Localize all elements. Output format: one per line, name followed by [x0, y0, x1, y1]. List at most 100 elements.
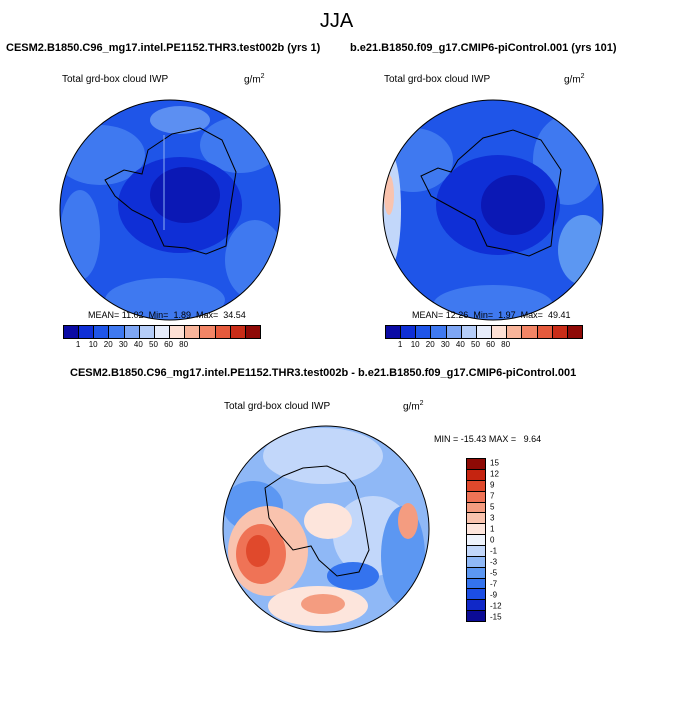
colorbar-tick-label: 40 [455, 340, 465, 349]
colorbar-tick-label: 3 [490, 513, 495, 523]
panel1-case-title: CESM2.B1850.C96_mg17.intel.PE1152.THR3.t… [6, 42, 321, 54]
colorbar-swatch [124, 326, 140, 338]
difference-field-patch [301, 594, 345, 614]
colorbar-tick-label: 5 [490, 502, 495, 512]
colorbar-swatch [467, 534, 485, 545]
colorbar-swatch [476, 326, 493, 338]
colorbar-tick-label: 60 [486, 340, 495, 349]
panel2-field-patch [433, 285, 553, 320]
colorbar-swatch [467, 490, 485, 502]
colorbar-swatch [467, 599, 485, 611]
colorbar-swatch [467, 588, 485, 600]
colorbar-tick-label: 80 [501, 340, 511, 349]
colorbar-swatch [467, 479, 485, 491]
panel2-field-core [481, 175, 545, 235]
colorbar-tick-label: 10 [410, 340, 420, 349]
colorbar-tick-label: 0 [490, 535, 495, 545]
panel2-units: g/m2 [564, 73, 585, 86]
panel2-antarctic-map [382, 99, 604, 321]
colorbar-tick-label: -3 [490, 557, 498, 567]
colorbar-tick-label: 1 [397, 340, 403, 349]
panel2-field-patch [558, 215, 603, 285]
difference-field-patch [327, 562, 379, 590]
difference-variable-label: Total grd-box cloud IWP [224, 401, 331, 412]
colorbar-tick-label: 40 [133, 340, 143, 349]
colorbar-swatch [522, 326, 538, 338]
colorbar-swatch [386, 326, 402, 338]
panel1-field-patch [150, 106, 210, 134]
colorbar-tick-label: 50 [471, 340, 480, 349]
colorbar-swatch [416, 326, 432, 338]
colorbar-swatch [467, 566, 485, 578]
colorbar-swatch [467, 555, 485, 567]
colorbar-swatch [185, 326, 201, 338]
panel2-colorbar [385, 325, 583, 339]
colorbar-swatch [154, 326, 171, 338]
colorbar-swatch [170, 326, 186, 338]
difference-units: g/m2 [403, 400, 424, 413]
colorbar-swatch [537, 326, 553, 338]
panel1-antarctica-coastline [104, 127, 237, 255]
panel1-map-border [59, 99, 281, 321]
difference-stats: MIN = -15.43 MAX = 9.64 [434, 434, 542, 444]
difference-field-patch [304, 503, 352, 539]
colorbar-swatch [200, 326, 216, 338]
colorbar-swatch [245, 326, 261, 338]
colorbar-tick-label: 20 [103, 340, 113, 349]
panel1-colorbar [63, 325, 261, 339]
colorbar-swatch [64, 326, 80, 338]
colorbar-swatch [401, 326, 417, 338]
panel2-stats: MEAN= 12.26 Min= 1.97 Max= 49.41 [412, 310, 571, 320]
panel1-stats: MEAN= 11.02 Min= 1.89 Max= 34.54 [88, 310, 246, 320]
colorbar-swatch [467, 544, 485, 556]
difference-antarctic-map [222, 425, 430, 633]
colorbar-swatch [467, 610, 485, 621]
colorbar-tick-label: -7 [490, 579, 498, 589]
colorbar-swatch [467, 512, 485, 524]
panel1-variable-label: Total grd-box cloud IWP [62, 74, 169, 85]
colorbar-tick-label: 1 [75, 340, 81, 349]
colorbar-swatch [567, 326, 583, 338]
colorbar-swatch [507, 326, 523, 338]
panel1-field-patch [225, 220, 280, 300]
colorbar-tick-label: 80 [179, 340, 189, 349]
colorbar-swatch [139, 326, 155, 338]
figure-title: JJA [319, 10, 354, 32]
colorbar-swatch [461, 326, 477, 338]
panel1-antarctic-map [59, 99, 281, 321]
panel2-case-title: b.e21.B1850.f09_g17.CMIP6-piControl.001 … [350, 42, 617, 54]
panel1-units: g/m2 [244, 73, 265, 86]
difference-field-patch [398, 503, 418, 539]
colorbar-swatch [467, 523, 485, 535]
colorbar-tick-label: 30 [118, 340, 128, 349]
panel2-field-patch [383, 128, 453, 192]
panel2-antarctica-coastline [420, 129, 562, 257]
colorbar-tick-label: 50 [149, 340, 158, 349]
difference-field-patch [263, 428, 383, 484]
panel2-variable-label: Total grd-box cloud IWP [384, 74, 491, 85]
colorbar-tick-label: 12 [490, 469, 499, 479]
panel1-field-core [150, 167, 220, 223]
difference-colorbar [466, 458, 486, 622]
colorbar-tick-label: 60 [164, 340, 173, 349]
colorbar-tick-label: 10 [88, 340, 98, 349]
colorbar-tick-label: -12 [490, 601, 502, 611]
colorbar-tick-label: 9 [490, 480, 495, 490]
difference-map-border [222, 425, 430, 633]
colorbar-tick-label: -5 [490, 568, 498, 578]
colorbar-swatch [446, 326, 462, 338]
colorbar-tick-label: 1 [490, 524, 495, 534]
difference-antarctica-coastline [264, 465, 370, 577]
colorbar-swatch [230, 326, 246, 338]
colorbar-swatch [94, 326, 110, 338]
colorbar-tick-label: 15 [490, 458, 499, 468]
colorbar-swatch [467, 577, 485, 589]
colorbar-swatch [467, 501, 485, 513]
colorbar-swatch [467, 459, 485, 469]
difference-title: CESM2.B1850.C96_mg17.intel.PE1152.THR3.t… [70, 367, 577, 379]
colorbar-swatch [492, 326, 508, 338]
panel1-field-patch [60, 190, 100, 280]
colorbar-swatch [467, 468, 485, 480]
colorbar-swatch [79, 326, 95, 338]
difference-field-patch [246, 535, 270, 567]
